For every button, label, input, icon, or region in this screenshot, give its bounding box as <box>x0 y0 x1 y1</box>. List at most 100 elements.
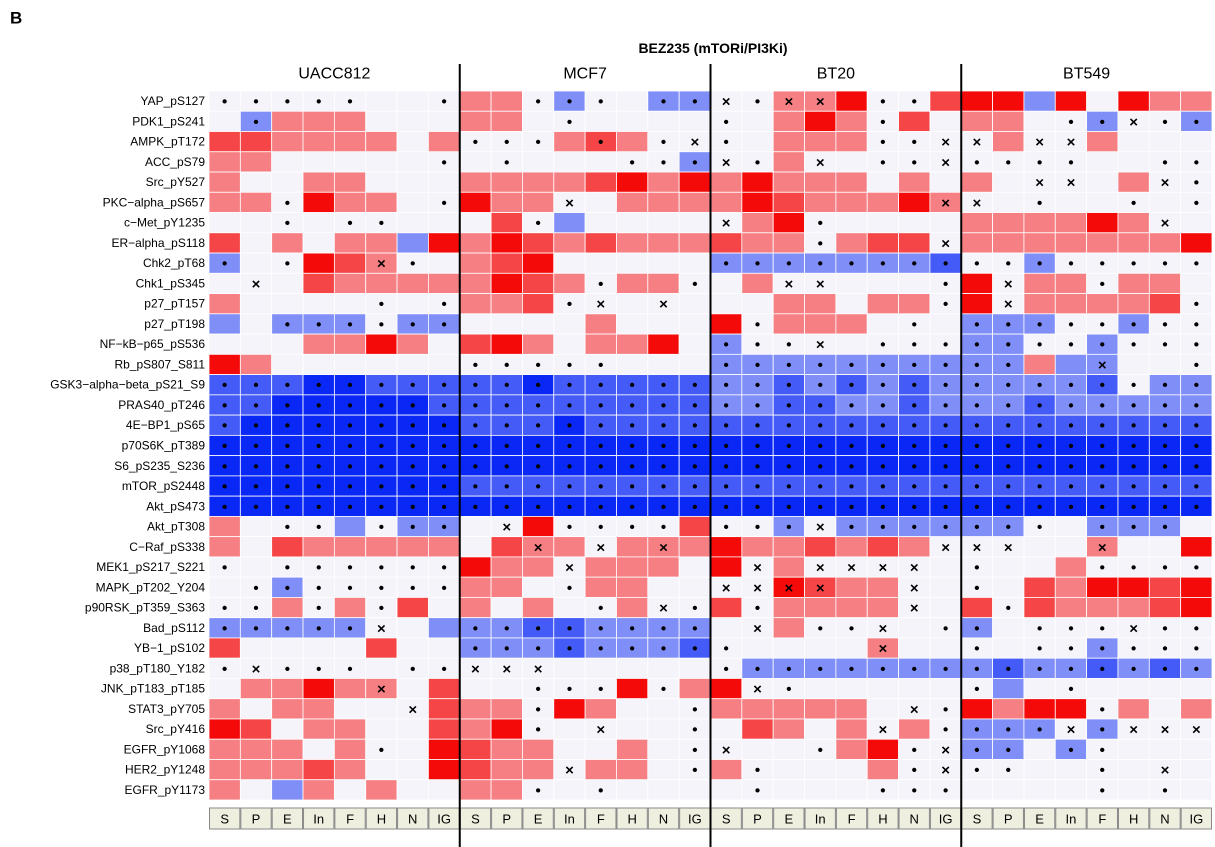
cell-marker: • <box>441 195 446 212</box>
cell-marker: • <box>1006 154 1011 171</box>
row-label: S6_pS235_S236 <box>114 459 205 473</box>
cell-marker: • <box>222 479 227 496</box>
heat-cell <box>490 779 523 801</box>
heat-cell <box>584 657 617 679</box>
cell-marker: • <box>724 661 729 678</box>
heat-cell <box>1117 698 1150 720</box>
heat-cell <box>396 110 429 132</box>
heat-cell <box>271 353 304 376</box>
heat-cell <box>647 232 680 254</box>
heat-cell <box>898 637 931 659</box>
cell-marker: • <box>222 458 227 475</box>
heat-cell <box>647 718 680 740</box>
cell-marker: • <box>441 560 446 577</box>
heat-cell <box>365 657 398 679</box>
cell-marker: • <box>1162 641 1167 658</box>
heat-cell <box>772 171 805 193</box>
heat-cell <box>428 110 461 132</box>
heat-cell <box>302 333 335 355</box>
cell-marker: • <box>1037 519 1042 536</box>
heat-cell <box>1023 536 1056 558</box>
cell-marker: • <box>222 560 227 577</box>
cell-marker: • <box>504 377 509 394</box>
cell-marker: • <box>504 641 509 658</box>
heat-cell <box>459 232 492 254</box>
heat-cell <box>678 232 711 254</box>
heat-cell <box>208 313 241 335</box>
column-label-box <box>585 807 617 830</box>
cell-marker: • <box>974 377 979 394</box>
heat-cell <box>1117 293 1150 315</box>
cell-marker: × <box>596 722 605 739</box>
cell-marker: • <box>786 681 791 698</box>
heat-cell <box>208 678 241 700</box>
heat-cell <box>1180 759 1213 781</box>
cell-marker: • <box>504 154 509 171</box>
cell-marker: • <box>943 357 948 374</box>
cell-marker: • <box>943 499 948 516</box>
heat-cell <box>772 131 805 153</box>
cell-marker: × <box>252 276 261 293</box>
cell-marker: • <box>1037 499 1042 516</box>
cell-marker: • <box>253 458 258 475</box>
heat-cell <box>239 151 273 173</box>
heat-cell <box>1117 576 1150 598</box>
cell-marker: • <box>912 458 917 475</box>
heat-cell <box>365 353 398 376</box>
heat-cell <box>271 151 304 173</box>
cell-marker: × <box>1161 722 1170 739</box>
cell-marker: × <box>722 742 731 759</box>
heat-cell <box>1086 232 1119 254</box>
cell-marker: • <box>1100 377 1105 394</box>
heat-cell <box>647 191 680 213</box>
cell-marker: • <box>724 438 729 455</box>
cell-marker: • <box>974 337 979 354</box>
column-label-box <box>522 807 554 830</box>
heat-cell <box>208 171 241 193</box>
heat-cell <box>1023 759 1056 781</box>
heat-cell <box>365 171 398 193</box>
cell-marker: • <box>849 357 854 374</box>
heat-cell <box>960 110 993 132</box>
heat-cell <box>1148 738 1182 760</box>
cell-marker: • <box>316 458 321 475</box>
heat-cell <box>1148 232 1182 254</box>
cell-marker: • <box>285 560 290 577</box>
cell-marker: • <box>598 479 603 496</box>
heat-cell <box>333 637 367 659</box>
cell-marker: × <box>784 276 793 293</box>
heat-cell <box>992 232 1025 254</box>
heat-cell <box>365 333 398 355</box>
column-label: N <box>1160 812 1169 827</box>
cell-marker: • <box>1194 296 1199 313</box>
cell-marker: • <box>1131 316 1136 333</box>
heat-cell <box>835 698 868 720</box>
heat-cell <box>741 698 774 720</box>
heat-cell <box>1023 698 1056 720</box>
heat-cell <box>741 171 774 193</box>
heat-cell <box>616 698 649 720</box>
heat-cell <box>616 718 649 740</box>
heat-cell <box>678 110 711 132</box>
cell-marker: • <box>630 499 635 516</box>
heat-cell <box>929 576 962 598</box>
heat-cell <box>772 617 805 639</box>
heat-cell <box>1180 272 1213 294</box>
cell-marker: • <box>786 357 791 374</box>
cell-marker: • <box>974 519 979 536</box>
heat-cell <box>647 698 680 720</box>
heat-cell <box>1054 597 1088 619</box>
cell-marker: × <box>910 600 919 617</box>
heat-cell <box>1117 212 1150 234</box>
heat-cell <box>522 333 555 355</box>
cell-marker: • <box>818 742 823 759</box>
cell-marker: • <box>1006 519 1011 536</box>
cell-marker: • <box>818 620 823 637</box>
row-label: AMPK_pT172 <box>130 135 205 149</box>
cell-marker: • <box>818 438 823 455</box>
heat-cell <box>772 191 805 213</box>
heat-cell <box>396 293 429 315</box>
cell-marker: • <box>974 154 979 171</box>
heat-cell <box>553 657 586 679</box>
heat-cell <box>302 637 335 659</box>
